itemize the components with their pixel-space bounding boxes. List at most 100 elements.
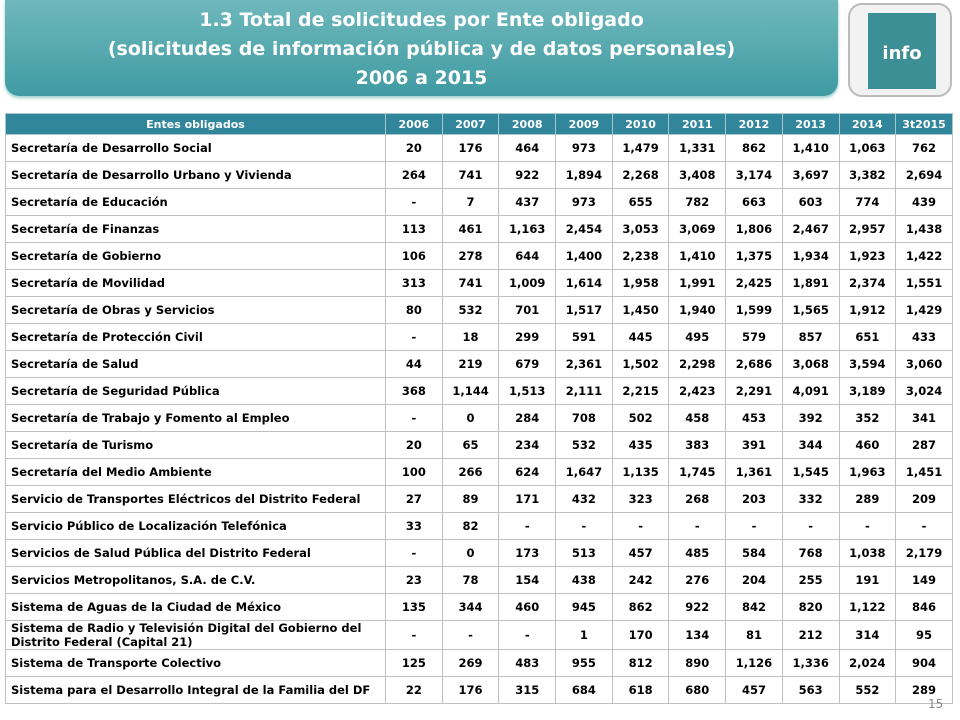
value-cell: 922 [498,161,557,189]
table-row: Secretaría de Protección Civil -18 299 591 4… [5,323,953,351]
value-cell: - [441,620,500,650]
entity-name: Secretaría de Trabajo y Fomento al Emple… [5,404,386,432]
value-cell: 768 [781,539,840,567]
value-cell: 392 [781,404,840,432]
value-cell: 457 [611,539,670,567]
value-cell: 89 [441,485,500,513]
table-row: Sistema para el Desarrollo Integral de l… [5,676,953,704]
value-cell: 945 [555,593,613,621]
table-row: Servicios de Salud Pública del Distrito … [5,539,953,567]
value-cell: 438 [555,566,613,594]
value-cell: - [385,539,443,567]
header-cell: 2014 [838,113,897,135]
value-cell: 3,069 [668,215,727,243]
title: 1.3 Total de solicitudes por Ente obliga… [199,9,644,31]
table-row: Secretaría de Finanzas 113 461 1,163 2,454 3,… [5,215,953,243]
entity-name: Servicios de Salud Pública del Distrito … [5,539,386,567]
value-cell: 618 [611,676,670,704]
value-cell: 2,423 [668,377,727,405]
header-cell: 2011 [668,113,727,135]
page-number: 15 [928,697,944,711]
value-cell: 65 [441,431,500,459]
value-cell: 2,361 [555,350,613,378]
table-row: Sistema de Radio y Televisión Digital de… [5,620,953,650]
value-cell: 679 [498,350,557,378]
table-row: Secretaría de Obras y Servicios 80 532 701 1… [5,296,953,324]
value-cell: 1,745 [668,458,727,486]
value-cell: 464 [498,134,557,162]
entity-name: Secretaría de Movilidad [5,269,386,297]
years: 2006 a 2015 [355,67,488,89]
value-cell: 234 [498,431,557,459]
value-cell: 1,565 [781,296,840,324]
value-cell: 1 [555,620,613,650]
value-cell: 2,238 [611,242,670,270]
value-cell: 1,912 [838,296,897,324]
value-cell: 332 [781,485,840,513]
value-cell: 2,454 [555,215,613,243]
table-row: Secretaría de Seguridad Pública 368 1,144 1… [5,377,953,405]
value-cell: - [781,512,840,540]
value-cell: 289 [838,485,897,513]
value-cell: 1,894 [555,161,613,189]
table-row: Secretaría de Educación -7 437 973 655 782 663… [5,188,953,216]
value-cell: - [838,512,897,540]
value-cell: 862 [725,134,783,162]
value-cell: 1,806 [725,215,783,243]
entity-name: Secretaría de Seguridad Pública [5,377,386,405]
header-cell: 2006 [385,113,443,135]
value-cell: 2,111 [555,377,613,405]
value-cell: 315 [498,676,557,704]
table-row: Sistema de Aguas de la Ciudad de México 1… [5,593,953,621]
value-cell: 433 [895,323,953,351]
value-cell: 1,144 [441,377,500,405]
value-cell: 2,957 [838,215,897,243]
value-cell: 1,135 [611,458,670,486]
value-cell: 149 [895,566,953,594]
value-cell: 3,060 [895,350,953,378]
value-cell: 209 [895,485,953,513]
value-cell: 973 [555,134,613,162]
value-cell: 1,410 [781,134,840,162]
entity-name: Sistema de Radio y Televisión Digital de… [5,620,386,650]
value-cell: 154 [498,566,557,594]
value-cell: 708 [555,404,613,432]
value-cell: 2,024 [838,649,897,677]
value-cell: - [385,404,443,432]
table-row: Servicio de Transportes Eléctricos del D… [5,485,953,513]
value-cell: 2,215 [611,377,670,405]
entity-name: Secretaría de Obras y Servicios [5,296,386,324]
value-cell: 2,179 [895,539,953,567]
value-cell: 80 [385,296,443,324]
value-cell: 219 [441,350,500,378]
value-cell: 461 [441,215,500,243]
value-cell: 2,268 [611,161,670,189]
value-cell: 95 [895,620,953,650]
value-cell: 176 [441,676,500,704]
value-cell: 82 [441,512,500,540]
value-cell: 287 [895,431,953,459]
value-cell: 680 [668,676,727,704]
value-cell: 323 [611,485,670,513]
value-cell: 513 [555,539,613,567]
header-row: Entes obligados 2006 2007 2008 2009 2010 2011 2… [5,113,953,135]
table-row: Secretaría de Desarrollo Social 20 176 464 9… [5,134,953,162]
value-cell: 0 [441,539,500,567]
value-cell: 1,009 [498,269,557,297]
value-cell: 890 [668,649,727,677]
header-cell: 2009 [555,113,613,135]
table-body: Secretaría de Desarrollo Social 20 176 464 9… [5,134,953,704]
value-cell: 457 [725,676,783,704]
value-cell: 1,438 [895,215,953,243]
value-cell: 3,697 [781,161,840,189]
value-cell: 20 [385,134,443,162]
value-cell: 857 [781,323,840,351]
value-cell: 591 [555,323,613,351]
value-cell: 125 [385,649,443,677]
value-cell: 391 [725,431,783,459]
value-cell: 344 [781,431,840,459]
value-cell: 173 [498,539,557,567]
value-cell: 812 [611,649,670,677]
